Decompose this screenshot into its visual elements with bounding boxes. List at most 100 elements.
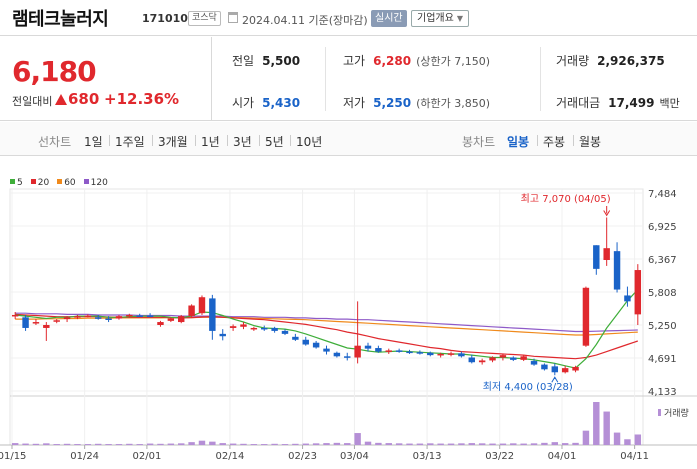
line-period-1[interactable]: 1주일 [115, 135, 145, 149]
candle-body [94, 317, 102, 319]
line-period-3[interactable]: 1년 [201, 135, 220, 149]
high-cell: 고가 6,280 (상한가 7,150) [343, 52, 490, 69]
candle-body [136, 315, 143, 318]
high-value: 6,280 [373, 54, 412, 68]
candle-body [541, 364, 548, 370]
volume-bar [520, 443, 527, 445]
prev-close-label: 전일 [232, 54, 255, 68]
volume-bar [437, 443, 444, 445]
candle-period-2[interactable]: 월봉 [579, 135, 602, 149]
legend-label: 5 [17, 178, 23, 188]
ma-legend: 5 20 60 120 [10, 178, 116, 188]
amount-label: 거래대금 [556, 96, 601, 110]
candle-body [271, 327, 278, 331]
y-tick-label: 7,484 [648, 189, 677, 200]
volume-bar [406, 443, 413, 445]
volume-bar [530, 443, 538, 445]
period-separator [109, 135, 110, 146]
legend-swatch [10, 179, 15, 184]
volume-label: 거래량 [664, 407, 689, 419]
candle-body [126, 314, 133, 317]
candle-body [11, 314, 19, 317]
upper-limit: (상한가 7,150) [416, 55, 490, 68]
candle-body [167, 318, 175, 321]
y-tick-label: 4,133 [648, 387, 677, 398]
volume-bar [468, 443, 475, 445]
legend-item-ma60: 60 [57, 178, 76, 188]
candle-body [613, 251, 621, 290]
volume-bar [302, 443, 309, 445]
quote-date-value: 2024.04.11 [242, 14, 305, 27]
volume-bar [94, 443, 102, 445]
candle-body [572, 366, 579, 371]
x-tick-label: 03/22 [485, 451, 514, 462]
candle-body [281, 330, 289, 334]
line-chart-label: 선차트 [38, 135, 72, 149]
volume-bar [613, 432, 621, 445]
line-period-2[interactable]: 3개월 [158, 135, 188, 149]
diff-value: 680 [68, 90, 100, 108]
candle-body [43, 325, 50, 328]
candle-body [146, 315, 154, 318]
volume-bar [333, 442, 341, 445]
volume-bar [22, 443, 29, 445]
prev-close-value: 5,500 [262, 54, 301, 68]
candle-body [354, 345, 361, 358]
y-tick-label: 6,925 [648, 222, 677, 233]
volume-bar [136, 444, 143, 445]
candle-body [292, 336, 299, 340]
amount-unit: 백만 [659, 97, 680, 110]
candle-body [333, 352, 341, 357]
legend-swatch [57, 179, 63, 184]
candle-body [416, 352, 424, 354]
volume-bar [385, 443, 392, 445]
line-period-0[interactable]: 1일 [84, 135, 103, 149]
x-tick-label: 03/04 [340, 451, 369, 462]
x-tick-label: 02/14 [216, 451, 245, 462]
low-cell: 저가 5,250 (하한가 3,850) [343, 94, 490, 111]
volume-bar [375, 442, 382, 445]
period-separator [259, 135, 260, 146]
company-overview-label: 기업개요 [417, 13, 454, 24]
line-period-4[interactable]: 3년 [233, 135, 252, 149]
realtime-button[interactable]: 실시간 [371, 10, 407, 27]
y-tick-label: 5,250 [648, 321, 677, 332]
low-label: 저가 [343, 96, 366, 110]
candle-body [240, 324, 247, 327]
candle-body [510, 357, 517, 360]
candle-body [385, 350, 392, 352]
candlestick-chart: 7,484 6,925 6,367 5,808 5,250 4,691 4,133 01/15… [0, 188, 697, 462]
current-price: 6,180 [12, 55, 97, 88]
price-panel: 6,180 전일대비 680 +12.36% 전일 5,500 시가 5,430 고… [0, 37, 697, 121]
candle-chart-label: 봉차트 [462, 135, 496, 149]
candle-body [53, 320, 60, 322]
volume-bar [53, 444, 60, 445]
open-cell: 시가 5,430 [232, 94, 300, 111]
volume-bar [178, 443, 185, 445]
volume-bar [271, 443, 278, 445]
open-value: 5,430 [262, 96, 301, 110]
volume-bar [167, 443, 175, 445]
legend-item-ma20: 20 [30, 178, 49, 188]
x-tick-label: 02/23 [288, 451, 317, 462]
company-overview-button[interactable]: 기업개요 ▼ [411, 10, 469, 27]
candle-body [530, 361, 538, 365]
period-separator [537, 135, 538, 146]
candle-period-0[interactable]: 일봉 [507, 135, 530, 149]
line-period-5[interactable]: 5년 [265, 135, 284, 149]
volume-bar [499, 443, 507, 445]
volume-bar [312, 443, 320, 445]
candle-body [22, 317, 29, 328]
volume-bar [541, 442, 548, 445]
period-separator [152, 135, 153, 146]
volume-bar [292, 443, 299, 445]
candle-period-1[interactable]: 주봉 [543, 135, 566, 149]
volume-bar [427, 443, 434, 445]
volume-bar [489, 443, 496, 445]
candle-body [395, 350, 403, 352]
line-period-6[interactable]: 10년 [296, 135, 323, 149]
x-tick-label: 04/11 [620, 451, 649, 462]
volume-bar [551, 442, 559, 445]
candle-body [219, 333, 226, 337]
volume-bar [115, 444, 123, 445]
